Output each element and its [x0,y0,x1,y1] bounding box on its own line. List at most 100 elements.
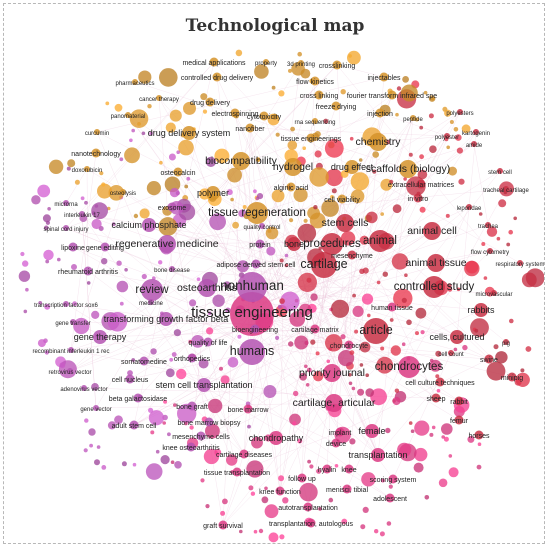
term-label-female[interactable]: female [358,426,385,436]
term-label-quality-control[interactable]: quality control [243,225,280,231]
term-label-spinal-cord-injury[interactable]: spinal cord injury [43,227,88,233]
term-label-lipoxine[interactable]: lipoxine [61,245,85,252]
term-label-autotransplantation[interactable]: autotransplantation [278,505,338,512]
node-somatomedine[interactable] [139,356,149,366]
term-label-gene-editing[interactable]: gene editing [86,245,124,252]
node-transcription-factor-sox6[interactable] [63,301,69,307]
node-osteoarthritis[interactable] [198,279,216,297]
node-female[interactable] [365,424,379,438]
node-rabbits[interactable] [474,303,488,317]
node-in-vitro[interactable] [413,193,423,203]
node-rna-sequencing[interactable] [312,118,318,124]
network-map[interactable]: tissue engineering nonhuman humans article c… [4,4,545,544]
term-label-follow-up[interactable]: follow up [288,476,316,483]
node-adenovirus-vector[interactable] [81,385,87,391]
node-cartilage-matrix[interactable] [310,324,320,334]
term-label-doxorubicin[interactable]: doxorubicin [72,168,103,174]
node-cell-culture-techniques[interactable] [435,377,445,387]
node-bone-disease[interactable] [169,266,175,272]
node-osteocalcin[interactable] [173,167,183,177]
node-biocompatibility[interactable] [232,152,250,170]
node-osteolysis[interactable] [120,189,126,195]
term-label-in-vitro[interactable]: in vitro [408,196,429,203]
node-medicine[interactable] [148,299,154,305]
node-recombinant-interleukin-1-rec[interactable] [68,347,74,353]
node-fourier-transform-infrared-spe[interactable] [387,90,397,100]
node-chondrocytes[interactable] [398,356,420,378]
term-label-humans[interactable]: humans [230,344,274,358]
term-label-extracellular-matrices[interactable]: extracellular matrices [388,182,455,189]
term-label-cell-nucleus[interactable]: cell nucleus [112,377,149,384]
term-label-controlled-drug-delivery[interactable]: controlled drug delivery [181,75,254,82]
node-rabbit[interactable] [454,396,464,406]
term-label-device[interactable]: device [326,441,346,448]
node-leporidae[interactable] [466,204,472,210]
term-label-osteoarthritis[interactable]: osteoarthritis [177,282,237,294]
node-menisci-tibial[interactable] [342,484,352,494]
term-label-knee-osteoarthritis[interactable]: knee osteoarthritis [162,445,220,452]
node-polymer[interactable] [206,186,220,200]
node-tissue-transplantation[interactable] [232,467,242,477]
term-label-chondrocyte[interactable]: chondrocyte [330,343,368,350]
node-priority-journal[interactable] [323,364,341,382]
node-autotransplantation[interactable] [303,502,313,512]
term-label-cartilage-articular[interactable]: cartilage, articular [293,397,376,409]
node-implant[interactable] [335,427,345,437]
node-scaffolds-biology[interactable] [399,160,417,178]
term-label-curcumin[interactable]: curcumin [85,131,109,137]
node-gene-therapy[interactable] [93,330,107,344]
node-adolescent[interactable] [385,493,395,503]
node-flow-kinetics[interactable] [310,76,320,86]
node-procedures[interactable] [321,233,343,255]
node-bone-marrow[interactable] [243,404,253,414]
term-label-beta-galactosidase[interactable]: beta galactosidase [109,396,167,403]
node-cells-cultured[interactable] [450,330,464,344]
term-label-bone-marrow[interactable]: bone marrow [228,407,270,414]
term-label-kartogenin[interactable]: kartogenin [462,131,490,137]
term-label-mesenchyme[interactable]: mesenchyme [331,253,373,260]
term-label-bone-marrow-biopsy[interactable]: bone marrow biopsy [177,420,241,427]
term-label-chondrocytes[interactable]: chondrocytes [375,361,444,373]
term-label-rabbit[interactable]: rabbit [450,399,468,406]
term-label-gene-therapy[interactable]: gene therapy [74,332,127,342]
node-cartilage-diseases[interactable] [239,449,249,459]
term-label-peptide[interactable]: peptide [403,117,423,123]
node-calcium-phosphate[interactable] [142,218,156,232]
term-label-rna-sequencing[interactable]: rna sequencing [294,120,335,126]
node-nonhuman[interactable] [237,272,267,302]
node-quality-control[interactable] [259,223,265,229]
term-label-polymer[interactable]: polymer [197,188,229,198]
term-label-implant[interactable]: implant [329,430,352,437]
term-label-biocompatibility[interactable]: biocompatibility [205,155,278,167]
term-label-priority-journal[interactable]: priority journal [299,367,365,379]
node-flow-cytometry[interactable] [487,248,493,254]
node-respiratory-system[interactable] [517,260,523,266]
node-pig[interactable] [503,339,509,345]
term-label-bone-disease[interactable]: bone disease [154,268,190,274]
node-swine[interactable] [484,354,494,364]
term-label-crosslinking[interactable]: crosslinking [319,63,356,70]
node-drug-effect[interactable] [345,160,359,174]
term-label-microvascular[interactable]: microvascular [475,292,512,298]
term-label-adult-stem-cell[interactable]: adult stem cell [112,423,157,430]
term-label-regenerative-medicine[interactable]: regenerative medicine [115,238,218,250]
node-nanotechnology[interactable] [91,148,101,158]
node-curcumin[interactable] [94,129,100,135]
term-label-medicine[interactable]: medicine [139,301,164,307]
node-tissue-engineering[interactable] [230,292,274,336]
node-femur[interactable] [454,415,464,425]
term-label-nanofiber[interactable]: nanofiber [235,126,265,133]
term-label-adipose-derived-stem-cell[interactable]: adipose derived stem cell [217,262,296,269]
node-adipose-derived-stem-cell[interactable] [251,259,261,269]
term-label-hydrogel[interactable]: hydrogel [273,161,313,173]
term-label-trachea[interactable]: trachea [478,224,499,230]
term-label-recombinant-interleukin-1-rec[interactable]: recombinant interleukin 1 rec [32,349,109,355]
term-label-cartilage-matrix[interactable]: cartilage matrix [291,327,339,334]
term-label-polyesters[interactable]: polyesters [446,111,473,117]
node-minipig[interactable] [507,372,517,382]
node-follow-up[interactable] [297,473,307,483]
node-cartilage-articular[interactable] [325,394,343,412]
node-alginic-acid[interactable] [286,182,296,192]
term-label-fourier-transform-infrared-spe[interactable]: fourier transform infrared spe [347,93,437,100]
node-kartogenin[interactable] [473,129,479,135]
